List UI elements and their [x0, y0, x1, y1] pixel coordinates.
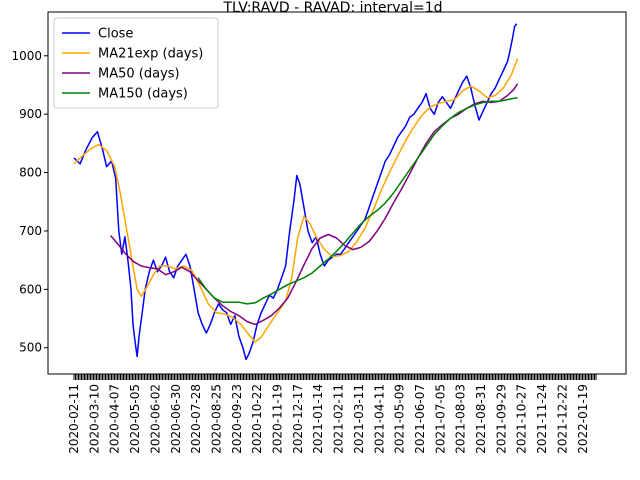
x-tick-label: 2021-08-03 — [454, 384, 468, 454]
x-tick-label: 2021-03-11 — [352, 384, 366, 454]
legend-label: MA50 (days) — [98, 67, 180, 82]
x-tick-label: 2021-07-05 — [433, 384, 447, 454]
series-line-ma150 — [197, 97, 518, 305]
x-tick-label: 2020-11-19 — [271, 384, 285, 454]
series-line-ma21exp — [73, 58, 519, 343]
x-tick-label: 2020-06-30 — [169, 384, 183, 454]
x-tick-label: 2021-06-07 — [413, 384, 427, 454]
y-axis: 500 600 700 800 900 1000 — [11, 49, 48, 355]
y-tick-label: 500 — [19, 341, 42, 355]
x-tick-label: 2021-01-14 — [311, 384, 325, 454]
x-tick-label: 2021-02-11 — [332, 384, 346, 454]
x-tick-label: 2020-02-11 — [67, 384, 81, 454]
x-tick-label: 2020-09-23 — [230, 384, 244, 454]
y-tick-label: 600 — [19, 282, 42, 296]
legend-box — [53, 17, 219, 109]
x-tick-label: 2020-05-05 — [128, 384, 142, 454]
x-tick-label: 2020-03-10 — [87, 384, 101, 454]
y-tick-label: 900 — [19, 107, 42, 121]
y-tick-label: 1000 — [11, 49, 42, 63]
legend: Close MA21exp (days) MA50 (days) MA150 (day… — [53, 17, 219, 109]
series-layer — [73, 23, 519, 361]
x-tick-label: 2020-06-02 — [148, 384, 162, 454]
x-tick-label: 2020-10-22 — [250, 384, 264, 454]
x-tick-label: 2021-04-11 — [372, 384, 386, 454]
legend-label: MA150 (days) — [98, 87, 188, 102]
x-tick-label: 2021-05-09 — [393, 384, 407, 454]
y-tick-label: 800 — [19, 166, 42, 180]
legend-label: Close — [98, 27, 133, 42]
x-tick-label: 2021-08-31 — [474, 384, 488, 454]
x-tick-label: 2020-07-28 — [189, 384, 203, 454]
x-tick-label: 2020-12-17 — [291, 384, 305, 454]
x-tick-label: 2020-04-07 — [108, 384, 122, 454]
x-axis: 2020-02-11 2020-03-10 2020-04-07 2020-05-05… — [67, 374, 597, 454]
x-tick-label: 2021-10-27 — [515, 384, 529, 454]
x-tick-label: 2021-12-22 — [555, 384, 569, 454]
x-tick-label: 2020-08-25 — [209, 384, 223, 454]
x-tick-label: 2021-09-29 — [494, 384, 508, 454]
x-tick-label: 2021-11-24 — [535, 384, 549, 454]
series-line-close — [73, 23, 518, 361]
legend-label: MA21exp (days) — [98, 47, 203, 62]
x-tick-label: 2022-01-19 — [576, 384, 590, 454]
y-tick-label: 700 — [19, 224, 42, 238]
